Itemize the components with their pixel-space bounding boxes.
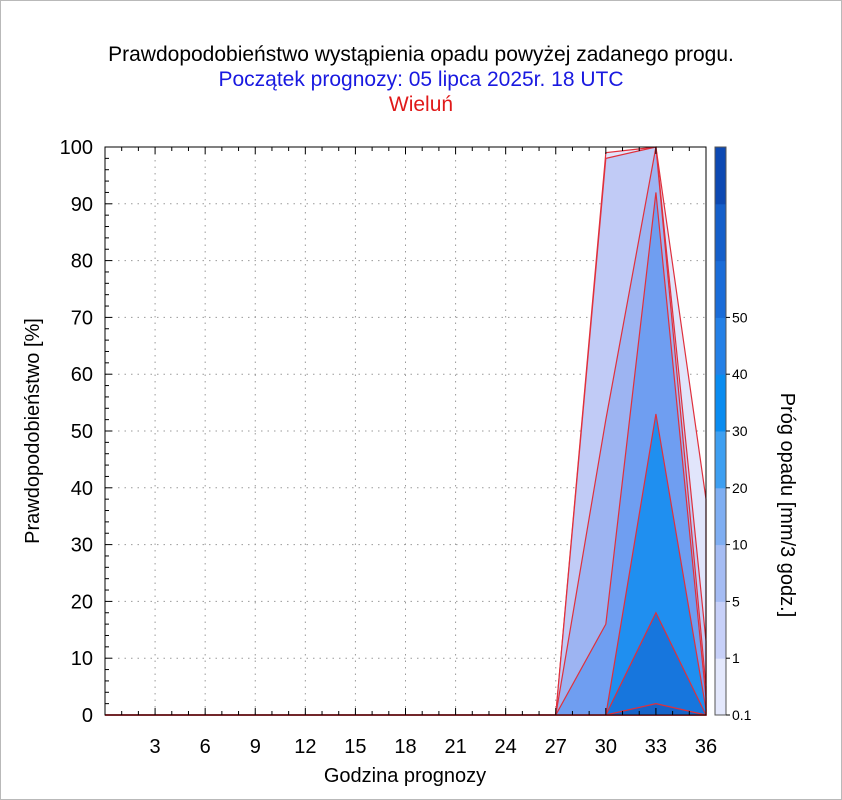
- x-tick-label: 24: [495, 736, 517, 758]
- colorbar-tick-label: 50: [732, 309, 748, 325]
- x-tick-label: 15: [344, 736, 366, 758]
- x-tick-label: 6: [200, 736, 211, 758]
- x-tick-label: 21: [444, 736, 466, 758]
- colorbar-segment: [715, 431, 726, 489]
- colorbar-segment: [715, 601, 726, 659]
- colorbar-segment: [715, 260, 726, 318]
- chart-subtitle: Początek prognozy: 05 lipca 2025r. 18 UT…: [218, 68, 624, 91]
- y-tick-label: 90: [71, 194, 93, 216]
- y-axis-label: Prawdopodobieństwo [%]: [22, 318, 44, 544]
- chart-title: Prawdopodobieństwo wystąpienia opadu pow…: [108, 43, 734, 66]
- colorbar: 0.1 1 5 10 20 30 40 50: [714, 146, 752, 723]
- y-tick-label: 60: [71, 364, 93, 386]
- x-tick-label: 3: [150, 736, 161, 758]
- colorbar-tick-label: 40: [732, 366, 748, 382]
- x-tick-label: 33: [645, 736, 667, 758]
- colorbar-segment: [715, 487, 726, 546]
- colorbar-tick-label: 5: [732, 593, 740, 609]
- y-tick-label: 70: [71, 307, 93, 329]
- colorbar-segment: [715, 147, 726, 205]
- colorbar-segment: [715, 203, 726, 262]
- colorbar-tick-label: 1: [732, 650, 740, 666]
- x-tick-label: 18: [394, 736, 416, 758]
- x-axis-label: Godzina prognozy: [324, 765, 486, 787]
- colorbar-tick-label: 10: [732, 537, 748, 553]
- y-tick-label: 80: [71, 251, 93, 273]
- x-tick-label: 30: [595, 736, 617, 758]
- colorbar-tick-label: 30: [732, 423, 748, 439]
- colorbar-tick-label: 0.1: [732, 707, 752, 723]
- colorbar-label: Próg opadu [mm/3 godz.]: [776, 393, 798, 618]
- colorbar-tick-label: 20: [732, 480, 748, 496]
- x-tick-label: 9: [250, 736, 261, 758]
- colorbar-segment: [715, 374, 726, 432]
- x-tick-label: 27: [545, 736, 567, 758]
- y-tick-label: 0: [82, 705, 93, 727]
- y-tick-label: 20: [71, 591, 93, 613]
- colorbar-segment: [715, 658, 726, 716]
- y-tick-label: 40: [71, 478, 93, 500]
- x-tick-label: 12: [294, 736, 316, 758]
- y-tick-label: 10: [71, 648, 93, 670]
- y-axis: 0 10 20 30 40 50 60 70 80 90 100: [60, 137, 112, 727]
- y-tick-label: 30: [71, 535, 93, 557]
- colorbar-segment: [715, 544, 726, 602]
- colorbar-segment: [715, 317, 726, 375]
- x-tick-label: 36: [695, 736, 717, 758]
- chart-location: Wieluń: [388, 93, 454, 116]
- y-tick-label: 100: [60, 137, 93, 159]
- y-tick-label: 50: [71, 421, 93, 443]
- x-axis: 3 6 9 12 15 18 21 24 27 30 33 36: [104, 147, 717, 758]
